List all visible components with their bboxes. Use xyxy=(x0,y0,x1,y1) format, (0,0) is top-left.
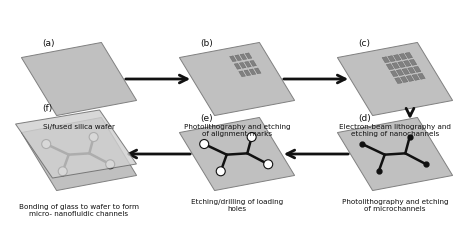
Polygon shape xyxy=(409,59,417,65)
Circle shape xyxy=(42,140,51,149)
Polygon shape xyxy=(239,71,246,77)
Circle shape xyxy=(216,167,225,176)
Text: Photolithography and etching
of microchannels: Photolithography and etching of microcha… xyxy=(342,199,448,212)
Polygon shape xyxy=(21,117,137,191)
Polygon shape xyxy=(382,57,390,63)
Circle shape xyxy=(89,132,98,142)
Polygon shape xyxy=(388,56,395,62)
Polygon shape xyxy=(245,61,251,67)
Circle shape xyxy=(200,140,209,149)
Text: (a): (a) xyxy=(42,39,55,48)
Text: Electron-beam lithography and
etching of nanochannels: Electron-beam lithography and etching of… xyxy=(339,124,451,137)
Text: (c): (c) xyxy=(358,39,370,48)
Polygon shape xyxy=(240,54,247,60)
Polygon shape xyxy=(245,53,252,59)
Polygon shape xyxy=(21,42,137,116)
Polygon shape xyxy=(16,110,137,178)
Text: (b): (b) xyxy=(200,39,213,48)
Polygon shape xyxy=(179,117,295,191)
Polygon shape xyxy=(234,63,241,69)
Polygon shape xyxy=(395,78,402,84)
Polygon shape xyxy=(337,42,453,116)
Polygon shape xyxy=(179,42,295,116)
Polygon shape xyxy=(405,52,412,58)
Text: Si/fused silica wafer: Si/fused silica wafer xyxy=(43,124,115,130)
Polygon shape xyxy=(386,64,394,70)
Text: Photolithography and etching
of alignment marks: Photolithography and etching of alignmen… xyxy=(184,124,290,137)
Polygon shape xyxy=(244,70,251,76)
Text: (e): (e) xyxy=(200,114,213,123)
Text: Bonding of glass to wafer to form
micro- nanofluidic channels: Bonding of glass to wafer to form micro-… xyxy=(19,204,139,217)
Polygon shape xyxy=(402,69,410,74)
Polygon shape xyxy=(413,66,421,72)
Polygon shape xyxy=(396,70,404,76)
Polygon shape xyxy=(392,62,400,69)
Text: (f): (f) xyxy=(42,104,52,113)
Polygon shape xyxy=(406,75,414,81)
Circle shape xyxy=(264,160,273,169)
Polygon shape xyxy=(418,73,425,79)
Polygon shape xyxy=(239,62,246,68)
Polygon shape xyxy=(412,74,419,80)
Circle shape xyxy=(58,167,67,176)
Polygon shape xyxy=(255,68,261,74)
Polygon shape xyxy=(235,55,242,61)
Polygon shape xyxy=(229,56,237,62)
Circle shape xyxy=(247,132,256,142)
Circle shape xyxy=(106,160,115,169)
Polygon shape xyxy=(337,117,453,191)
Polygon shape xyxy=(393,55,401,61)
Polygon shape xyxy=(408,67,415,73)
Text: (d): (d) xyxy=(358,114,371,123)
Polygon shape xyxy=(398,61,405,68)
Polygon shape xyxy=(250,61,256,66)
Text: Etching/drilling of loading
holes: Etching/drilling of loading holes xyxy=(191,199,283,212)
Polygon shape xyxy=(401,77,408,82)
Polygon shape xyxy=(399,53,407,60)
Polygon shape xyxy=(403,61,411,66)
Polygon shape xyxy=(249,69,256,75)
Polygon shape xyxy=(391,71,398,77)
